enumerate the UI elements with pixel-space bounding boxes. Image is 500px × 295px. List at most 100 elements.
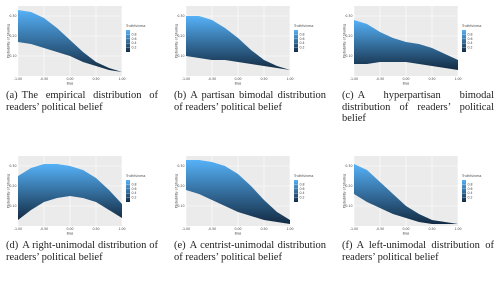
band-area [186, 160, 290, 224]
legend-tick-label: 0.6 [468, 187, 473, 191]
x-axis-label: Bias [67, 82, 74, 86]
caption: (c) A hyperpartisan bimodal distribution … [342, 90, 494, 125]
legend-title: Truthfulness [461, 174, 482, 178]
legend-title: Truthfulness [125, 174, 146, 178]
legend-tick-label: 0.6 [300, 187, 305, 191]
legend-tick-label: 0.2 [300, 46, 305, 50]
chart: 0.10 0.20 0.30 -1.00 -0.50 0.00 0.50 1.00 Bias Pr… [175, 156, 314, 236]
x-tick-label: -1.00 [14, 77, 22, 81]
caption: (e) A centrist-unimodal distribution of r… [174, 240, 326, 263]
caption-label: (a) [6, 90, 18, 101]
x-tick-label: 0.00 [234, 227, 241, 231]
x-tick-label: 0.00 [66, 77, 73, 81]
x-axis-label: Bias [403, 82, 410, 86]
x-tick-label: -0.50 [40, 77, 48, 81]
y-tick-label: 0.20 [177, 34, 184, 38]
y-tick-label: 0.20 [177, 184, 184, 188]
chart: 0.10 0.20 0.30 -1.00 -0.50 0.00 0.50 1.00 Bias Pr… [175, 6, 314, 86]
y-tick-label: 0.10 [9, 54, 16, 58]
figure-panel: 0.10 0.20 0.30 -1.00 -0.50 0.00 0.50 1.00 Bias Pr… [338, 0, 498, 125]
band-area [354, 164, 458, 224]
caption-label: (b) [174, 90, 187, 101]
x-tick-label: 1.00 [286, 77, 293, 81]
legend-title: Truthfulness [293, 24, 314, 28]
legend-tick-label: 0.8 [468, 32, 473, 36]
y-tick-label: 0.30 [177, 14, 184, 18]
x-tick-label: -0.50 [208, 77, 216, 81]
y-tick-label: 0.30 [177, 164, 184, 168]
caption: (b) A partisan bimodal distribution of re… [174, 90, 326, 113]
legend-tick-label: 0.2 [468, 46, 473, 50]
y-tick-label: 0.20 [345, 184, 352, 188]
legend-tick-label: 0.8 [300, 182, 305, 186]
y-tick-label: 0.30 [345, 14, 352, 18]
legend-colorbar [462, 30, 466, 52]
band-area [18, 164, 122, 220]
x-tick-label: -0.50 [40, 227, 48, 231]
legend-tick-label: 0.6 [468, 37, 473, 41]
caption-text: The empirical distribution of readers’ p… [6, 90, 158, 113]
y-tick-label: 0.10 [9, 204, 16, 208]
caption-label: (d) [6, 240, 19, 251]
y-tick-label: 0.20 [9, 34, 16, 38]
x-tick-label: -1.00 [14, 227, 22, 231]
x-axis-label: Bias [235, 232, 242, 236]
x-axis-label: Bias [403, 232, 410, 236]
legend-tick-label: 0.6 [300, 37, 305, 41]
band-area [354, 20, 458, 70]
x-tick-label: -0.50 [376, 227, 384, 231]
legend-tick-label: 0.2 [300, 196, 305, 200]
y-tick-label: 0.10 [345, 204, 352, 208]
caption-text: A centrist-unimodal distribution of read… [174, 240, 326, 263]
legend-tick-label: 0.4 [468, 41, 473, 45]
legend-tick-label: 0.4 [132, 191, 137, 195]
y-tick-label: 0.30 [345, 164, 352, 168]
x-tick-label: 0.50 [92, 77, 99, 81]
caption-text: A hyperpartisan bimodal distribution of … [342, 90, 494, 124]
x-tick-label: 0.00 [66, 227, 73, 231]
legend-title: Truthfulness [461, 24, 482, 28]
y-axis-label: Probability of Sharing [343, 24, 347, 58]
legend-title: Truthfulness [293, 174, 314, 178]
x-tick-label: 1.00 [454, 77, 461, 81]
legend-tick-label: 0.4 [132, 41, 137, 45]
legend-tick-label: 0.8 [300, 32, 305, 36]
legend-tick-label: 0.2 [132, 196, 137, 200]
x-axis-label: Bias [67, 232, 74, 236]
x-tick-label: 1.00 [286, 227, 293, 231]
x-tick-label: 0.50 [428, 77, 435, 81]
caption: (f) A left-unimodal distribution of reade… [342, 240, 494, 263]
caption-text: A left-unimodal distribution of readers’… [342, 240, 494, 263]
x-tick-label: 0.50 [260, 227, 267, 231]
figure-panel: 0.10 0.20 0.30 -1.00 -0.50 0.00 0.50 1.00 Bias Pr… [2, 150, 162, 263]
caption-label: (c) [342, 90, 354, 101]
legend-tick-label: 0.4 [300, 41, 305, 45]
y-tick-label: 0.30 [9, 164, 16, 168]
legend-tick-label: 0.6 [132, 37, 137, 41]
caption: (a) The empirical distribution of readers… [6, 90, 158, 113]
x-tick-label: -0.50 [208, 227, 216, 231]
y-tick-label: 0.10 [177, 54, 184, 58]
x-tick-label: 1.00 [118, 227, 125, 231]
caption-label: (f) [342, 240, 353, 251]
y-tick-label: 0.30 [9, 14, 16, 18]
legend-colorbar [126, 30, 130, 52]
legend-tick-label: 0.4 [468, 191, 473, 195]
y-axis-label: Probability of Sharing [7, 174, 11, 208]
band-area [186, 16, 290, 70]
x-tick-label: -1.00 [182, 227, 190, 231]
caption-label: (e) [174, 240, 186, 251]
figure-panel: 0.10 0.20 0.30 -1.00 -0.50 0.00 0.50 1.00 Bias Pr… [338, 150, 498, 263]
y-axis-label: Probability of Sharing [175, 174, 179, 208]
chart: 0.10 0.20 0.30 -1.00 -0.50 0.00 0.50 1.00 Bias Pr… [343, 6, 482, 86]
figure-panel: 0.10 0.20 0.30 -1.00 -0.50 0.00 0.50 1.00 Bias Pr… [170, 150, 330, 263]
caption-text: A partisan bimodal distribution of reade… [174, 90, 326, 113]
y-axis-label: Probability of Sharing [343, 174, 347, 208]
chart: 0.10 0.20 0.30 -1.00 -0.50 0.00 0.50 1.00 Bias Pr… [7, 156, 146, 236]
legend-tick-label: 0.2 [468, 196, 473, 200]
figure-panel: 0.10 0.20 0.30 -1.00 -0.50 0.00 0.50 1.00 Bias Pr… [170, 0, 330, 113]
x-tick-label: 1.00 [118, 77, 125, 81]
legend-tick-label: 0.8 [132, 32, 137, 36]
legend-tick-label: 0.8 [132, 182, 137, 186]
